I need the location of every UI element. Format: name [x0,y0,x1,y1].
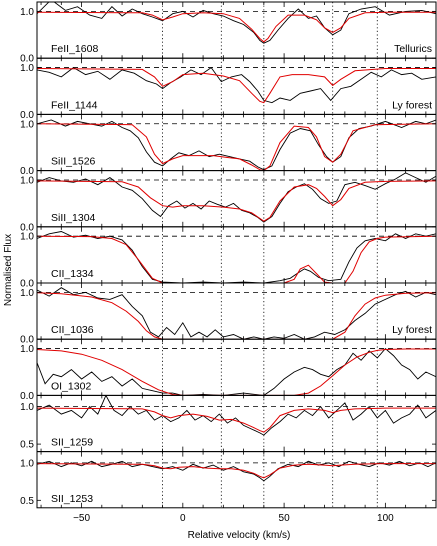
panel-annotation: Ly forest [392,324,432,336]
y-tick-label: 0.5 [20,496,34,507]
observed-spectrum-line [37,2,436,44]
panel-cii-1334: 0.0 1.0 CII_1334 [20,226,437,290]
y-tick-label: 1.0 [20,63,34,74]
y-tick-label: 0.0 [20,54,34,65]
y-tick-label: 0.0 [20,110,34,121]
species-label: SII_1259 [51,437,93,449]
y-tick-label: 1.0 [20,7,34,18]
observed-spectrum-line [37,395,436,436]
y-axis-title: Normalised Flux [3,234,14,306]
y-tick-label: 1.0 [20,175,34,186]
panel-frame [36,394,437,453]
panel-sii-1259: 0.5 1.0 SII_1259 [20,394,437,453]
y-tick-label: 1.0 [20,288,34,299]
x-axis: −50 0 50 100 [73,513,394,524]
model-fit-line [37,292,436,340]
species-label: FeII_1608 [51,43,98,55]
y-tick-label: 1.0 [20,458,34,469]
x-tick-label: 50 [279,513,291,524]
panel-frame [36,338,437,396]
model-fit-line [37,68,436,104]
panel-frame [36,451,437,509]
panel-frame [36,113,437,172]
species-label: OI_1302 [51,380,91,392]
x-tick-label: 100 [377,513,394,524]
y-tick-label: 1.0 [20,344,34,355]
panel-frame [36,226,437,284]
species-label: SiII_1526 [51,156,96,168]
y-tick-label: 0.0 [20,279,34,290]
panel-feii-1608: 0.0 1.0 FeII_1608 Tellurics [20,1,437,65]
y-tick-label: 1.0 [20,119,34,130]
model-fit-line [37,348,436,396]
panel-frame [36,170,437,228]
y-tick-label: 1.0 [20,402,34,413]
model-fit-line [37,463,436,479]
observed-spectrum-line [37,231,436,284]
x-axis-title: Relative velocity (km/s) [188,530,291,541]
y-tick-label: 1.0 [20,232,34,243]
panel-annotation: Ly forest [392,99,432,111]
y-tick-label: 0.5 [20,440,34,451]
x-tick-label: 0 [180,513,186,524]
model-fit-line [37,11,436,43]
y-tick-label: 0.0 [20,222,34,233]
species-label: FeII_1144 [51,99,98,111]
species-label: SiII_1304 [51,212,96,224]
x-tick-label: −50 [73,513,90,524]
observed-spectrum-line [37,66,436,104]
panel-frame [36,282,437,340]
observed-spectrum-line [37,460,436,482]
species-label: CII_1334 [51,268,94,280]
model-fit-line [37,407,436,433]
observed-spectrum-line [37,347,436,396]
panel-oi-1302: 0.01.0OI_1302 [20,338,437,402]
observed-spectrum-line [37,287,436,340]
observed-spectrum-line [37,119,436,171]
panel-siii-1304: 0.0 1.0 SiII_1304 [20,170,437,233]
model-fit-line [37,123,436,171]
species-label: SII_1253 [51,493,93,505]
model-fit-line [37,180,436,222]
y-tick-label: 0.0 [20,166,34,177]
y-tick-label: 0.0 [20,335,34,346]
panel-sii-1253: 0.5 1.0 SII_1253 [20,451,437,509]
panel-annotation: Tellurics [394,43,432,55]
species-label: CII_1036 [51,324,94,336]
observed-spectrum-line [37,172,436,223]
y-tick-label: 0.0 [20,391,34,402]
model-fit-line [37,235,436,284]
